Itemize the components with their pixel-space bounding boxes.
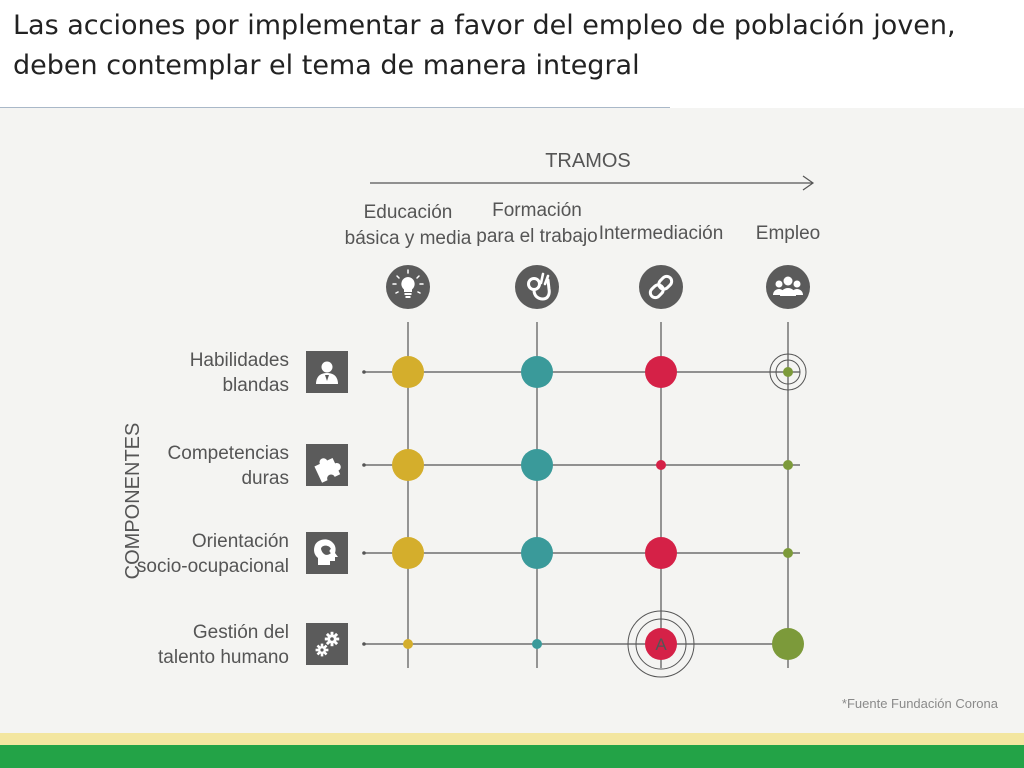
node-badge-label: A [655,635,667,654]
row-headers: Habilidades blandas Competencias duras Orien… [137,350,348,668]
node-target-ring [635,618,687,670]
node-target-ring [769,353,807,391]
column-icon-bg [766,265,810,309]
node-large [772,628,804,660]
node-small [403,639,413,649]
column-label-line: para el trabajo [476,226,597,247]
node-large [392,537,424,569]
node-large [392,356,424,388]
source-note: *Fuente Fundación Corona [841,696,998,711]
title-divider [0,107,670,108]
footer-band-yellow [0,733,1024,745]
title-area: Las acciones por implementar a favor del… [0,0,1024,108]
column-label-line: Empleo [756,223,820,244]
node-large [521,356,553,388]
row-label-line: Habilidades [190,350,289,371]
node-small [783,548,793,558]
node-small [783,367,793,377]
node-large [521,537,553,569]
page-title: Las acciones por implementar a favor del… [13,10,956,81]
grid-lines [362,322,800,668]
node-large [645,537,677,569]
row-label-line: blandas [222,375,289,396]
tramos-arrow-head [802,175,815,191]
column-label-line: básica y media [345,228,472,249]
componentes-label: COMPONENTES [122,423,144,580]
row-label-line: Competencias [168,443,289,464]
node-large [521,449,553,481]
node-small [783,460,793,470]
column-label-line: Intermediación [599,223,724,244]
column-label-line: Formación [492,200,582,221]
row-label-line: Orientación [192,531,289,552]
row-line-end [362,370,366,374]
column-headers: Educación básica y media Formación para el … [345,200,820,309]
row-line-end [362,463,366,467]
node-target-ring [627,610,695,678]
footer-band-green [0,745,1024,768]
row-label-line: talento humano [158,647,289,668]
column-label-line: Educación [364,202,453,223]
nodes: A [392,353,807,678]
tramos-label: TRAMOS [545,150,631,172]
row-line-end [362,551,366,555]
node-large [392,449,424,481]
row-label-line: Gestión del [193,622,289,643]
row-label-line: duras [241,468,289,489]
node-small [532,639,542,649]
slide-background [0,0,1024,735]
node-target-ring [775,359,801,385]
node-large [645,628,677,660]
node-small [656,460,666,470]
row-label-line: socio-ocupacional [137,556,289,577]
row-line-end [362,642,366,646]
node-large [645,356,677,388]
